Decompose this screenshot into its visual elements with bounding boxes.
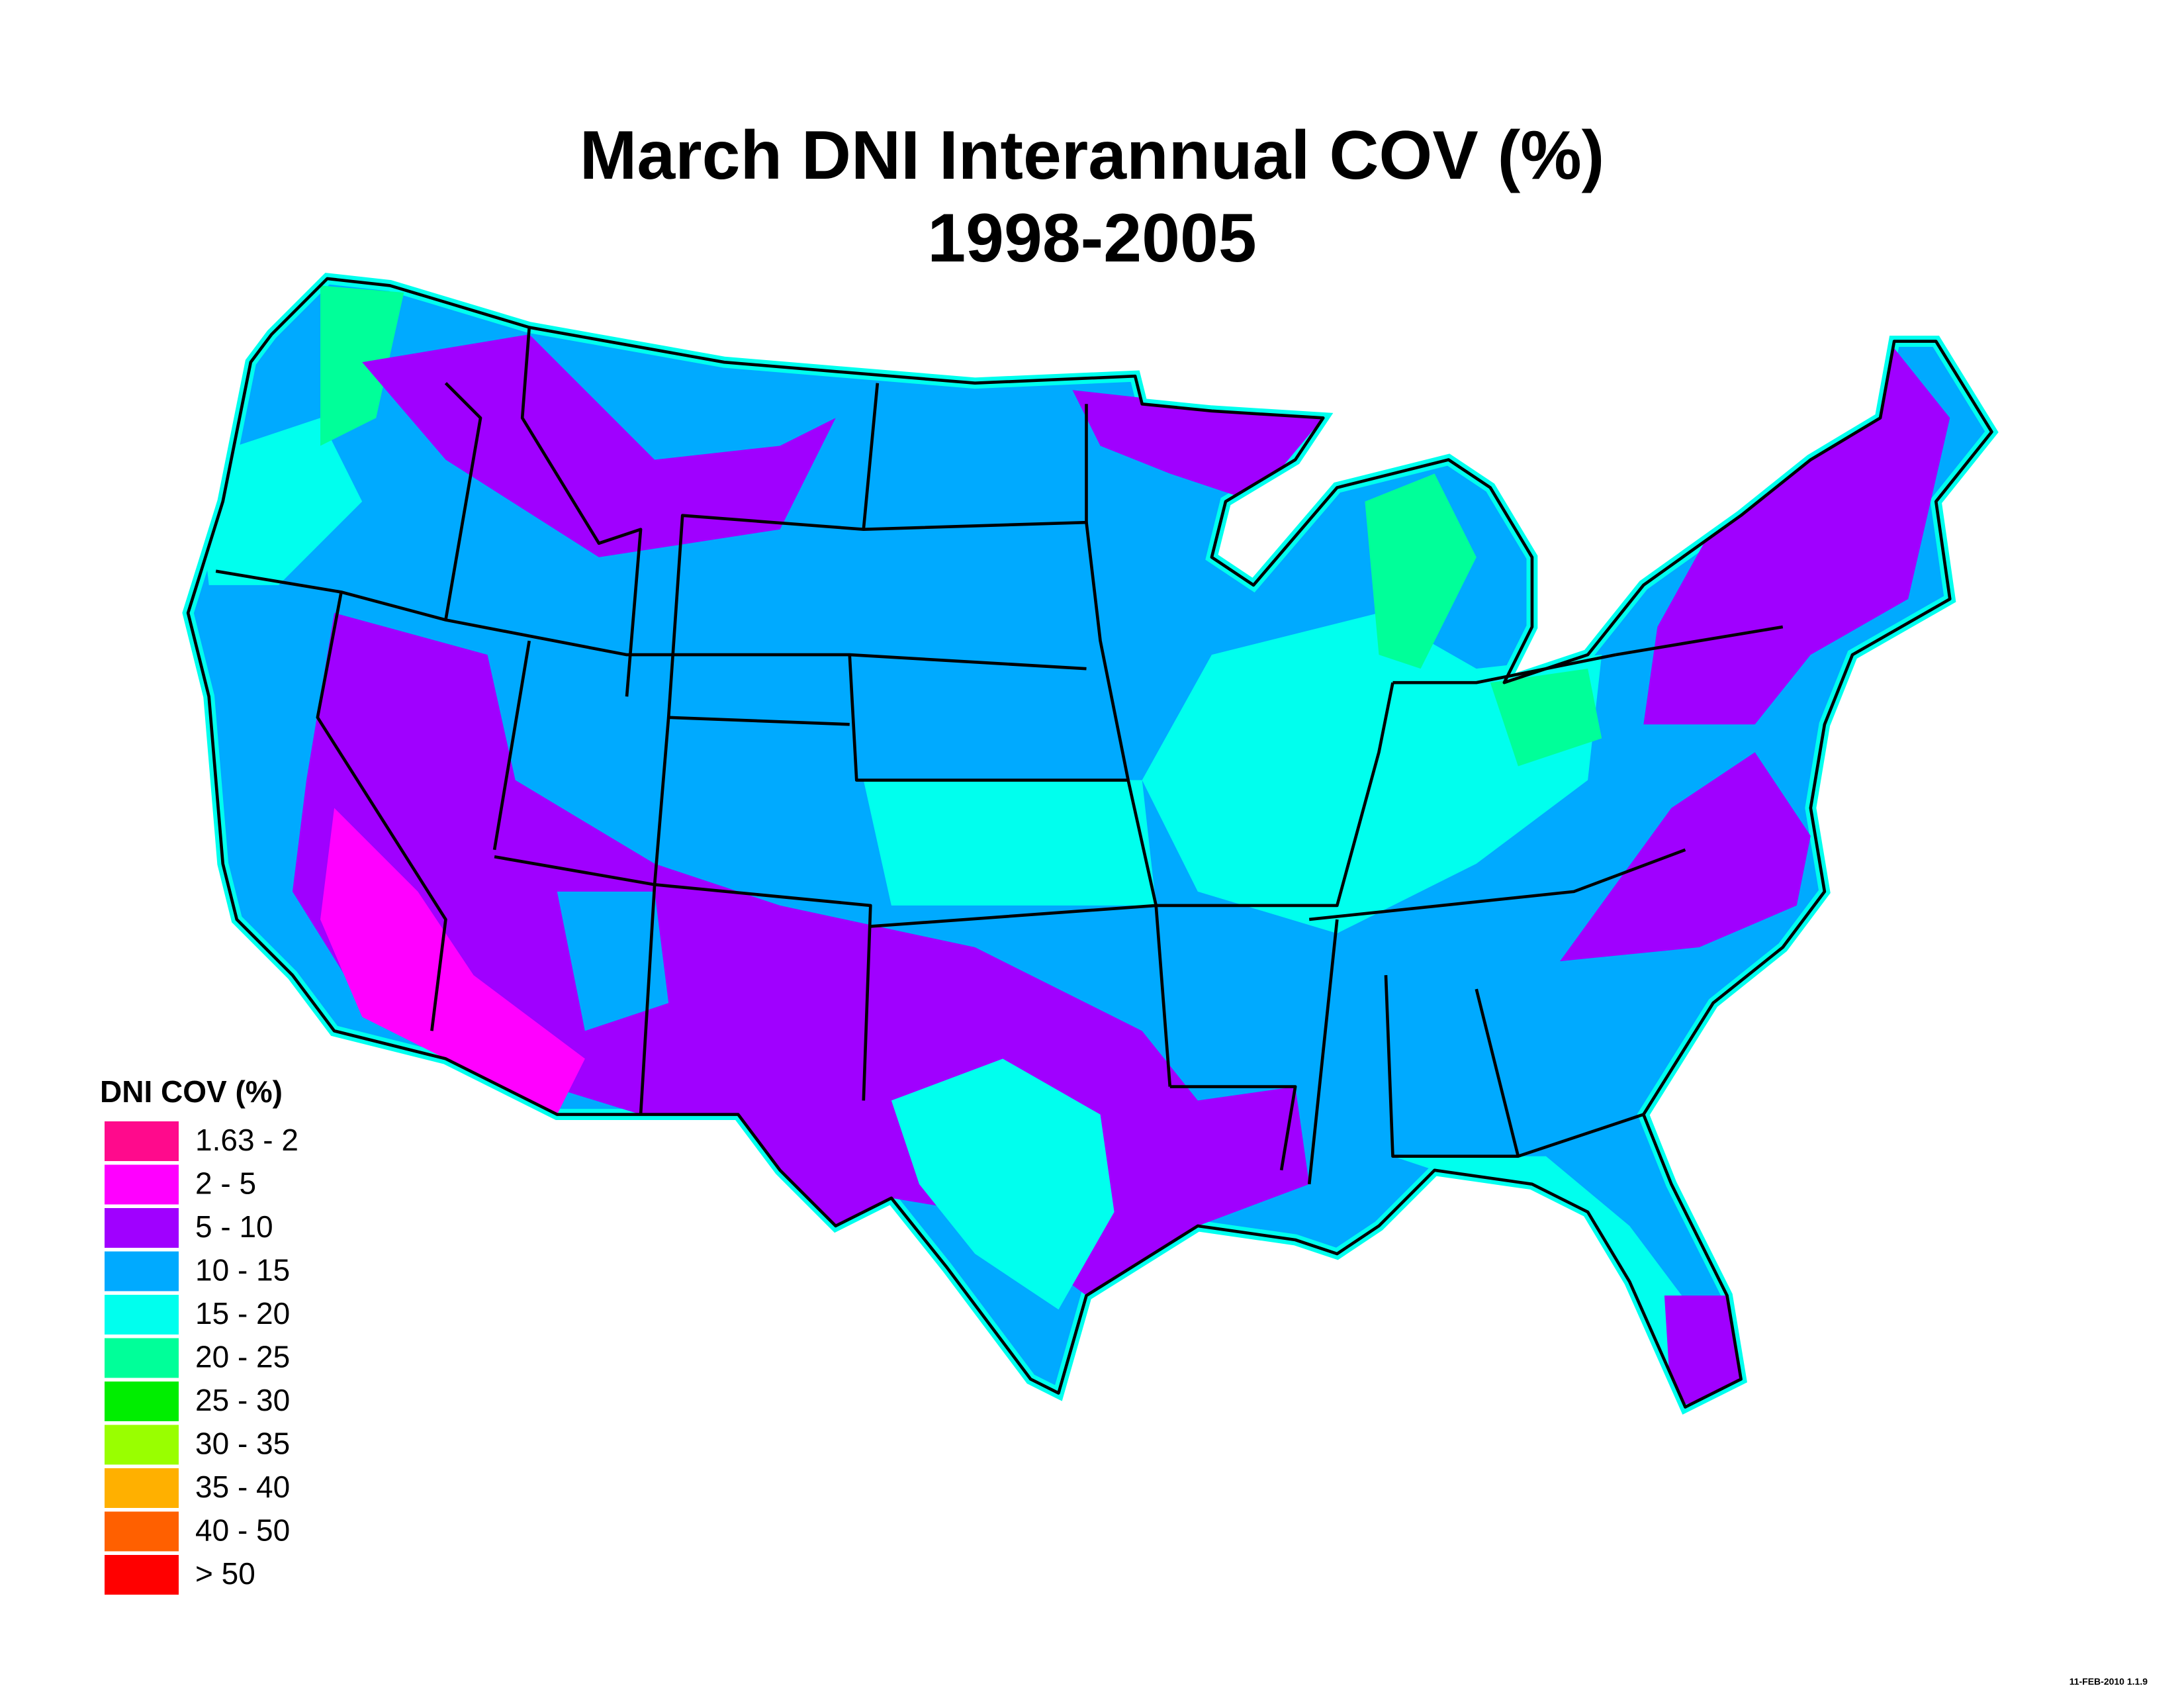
map-region bbox=[863, 780, 1156, 906]
map-region bbox=[1072, 390, 1324, 502]
legend-label: 2 - 5 bbox=[195, 1166, 256, 1201]
map-region bbox=[1560, 752, 1811, 962]
legend-title: DNI COV (%) bbox=[100, 1074, 283, 1109]
legend-swatch bbox=[105, 1382, 179, 1421]
legend-swatch bbox=[105, 1555, 179, 1595]
map-region bbox=[1490, 669, 1602, 767]
map-title: March DNI Interannual COV (%) bbox=[580, 117, 1605, 194]
legend-label: 25 - 30 bbox=[195, 1383, 290, 1417]
map-region bbox=[362, 334, 836, 557]
map-region bbox=[1365, 473, 1477, 669]
map-region bbox=[320, 285, 404, 446]
legend-label: 5 - 10 bbox=[195, 1209, 273, 1244]
legend-label: 20 - 25 bbox=[195, 1340, 290, 1374]
map-regions bbox=[195, 285, 1950, 1407]
map-region bbox=[320, 808, 585, 1115]
legend-label: 10 - 15 bbox=[195, 1253, 290, 1288]
legend-label: 40 - 50 bbox=[195, 1513, 290, 1548]
legend-label: 15 - 20 bbox=[195, 1296, 290, 1331]
legend-swatch bbox=[105, 1511, 179, 1552]
legend-swatch bbox=[105, 1164, 179, 1205]
legend: 1.63 - 2 2 - 5 5 - 10 10 - 15 15 - 20 20 - 25… bbox=[105, 1121, 298, 1595]
map-region bbox=[557, 891, 669, 1031]
map-region bbox=[195, 418, 363, 585]
map-region bbox=[1664, 1295, 1741, 1407]
legend-swatch bbox=[105, 1121, 179, 1161]
legend-label: 35 - 40 bbox=[195, 1470, 290, 1504]
map-subtitle: 1998-2005 bbox=[927, 200, 1256, 277]
us-map bbox=[188, 279, 1991, 1407]
legend-label: > 50 bbox=[195, 1556, 255, 1591]
legend-swatch bbox=[105, 1338, 179, 1378]
legend-label: 30 - 35 bbox=[195, 1427, 290, 1461]
legend-label: 1.63 - 2 bbox=[195, 1123, 298, 1157]
footer-stamp: 11-FEB-2010 1.1.9 bbox=[2070, 1676, 2148, 1687]
legend-swatch bbox=[105, 1251, 179, 1291]
legend-swatch bbox=[105, 1468, 179, 1508]
legend-swatch bbox=[105, 1425, 179, 1465]
state-borders bbox=[215, 327, 1784, 1185]
map-region bbox=[1643, 348, 1950, 725]
legend-swatch bbox=[105, 1295, 179, 1335]
legend-swatch bbox=[105, 1208, 179, 1248]
map-region bbox=[891, 1058, 1115, 1310]
